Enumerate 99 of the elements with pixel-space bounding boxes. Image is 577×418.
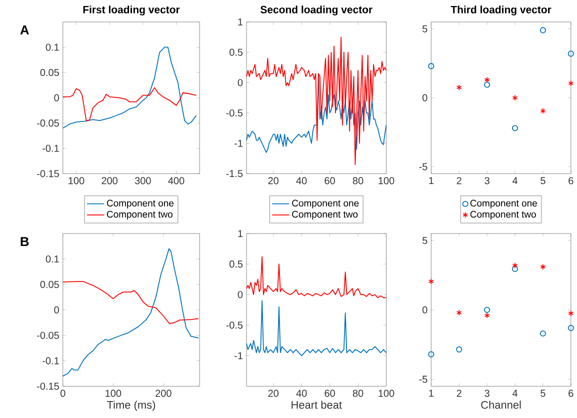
x-tick-label: 6 bbox=[568, 390, 574, 397]
x-tick-label: 400 bbox=[168, 177, 184, 184]
y-tick-label: 0 bbox=[54, 306, 59, 314]
point bbox=[484, 76, 490, 83]
x-tick-label: 4 bbox=[512, 390, 518, 397]
x-axis-title: Heart beat bbox=[292, 400, 342, 409]
x-tick-label: 4 bbox=[512, 177, 518, 184]
x-tick-label: 5 bbox=[540, 390, 546, 397]
point bbox=[484, 312, 490, 318]
legend-label: Component one bbox=[106, 200, 174, 208]
x-tick-label: 1 bbox=[429, 390, 434, 397]
x-tick-label: 20 bbox=[268, 390, 279, 397]
y-tick-label: 5 bbox=[422, 25, 428, 32]
y-tick-label: 0.1 bbox=[46, 44, 59, 51]
y-tick-label: 0 bbox=[238, 291, 243, 298]
text: A bbox=[20, 25, 29, 34]
x-tick-label: 2 bbox=[456, 177, 462, 184]
y-tick-label: 0 bbox=[422, 94, 428, 102]
y-tick-label: -0.5 bbox=[226, 322, 243, 329]
point bbox=[512, 125, 518, 132]
point bbox=[512, 262, 518, 268]
point bbox=[540, 330, 546, 336]
point bbox=[428, 62, 434, 70]
x-tick-label: 100 bbox=[106, 390, 122, 397]
x-tick-label: 60 bbox=[324, 390, 335, 397]
y-tick-label: -0.5 bbox=[226, 109, 243, 116]
y-tick-label: -0.15 bbox=[37, 170, 59, 178]
y-tick-label: 0 bbox=[54, 94, 59, 102]
y-tick-label: 0.05 bbox=[40, 280, 59, 288]
point bbox=[540, 27, 546, 34]
point bbox=[484, 306, 490, 313]
y-tick-label: -0.1 bbox=[42, 357, 59, 364]
point bbox=[428, 351, 434, 358]
legend-label: Component two bbox=[470, 210, 536, 220]
x-tick-label: 40 bbox=[296, 390, 307, 397]
line-series bbox=[62, 46, 197, 128]
line-series bbox=[62, 280, 200, 324]
point bbox=[484, 82, 490, 88]
y-tick-label: 0.5 bbox=[230, 48, 243, 56]
line-series bbox=[62, 248, 200, 376]
y-tick-label: 0.5 bbox=[230, 260, 243, 268]
legend-label: Component two bbox=[292, 210, 358, 220]
y-tick-label: -0.05 bbox=[37, 119, 59, 127]
point bbox=[512, 94, 518, 101]
line-series bbox=[246, 300, 387, 356]
chart-title: First loading vector bbox=[83, 6, 180, 16]
x-axis-title: Channel bbox=[481, 400, 521, 409]
point bbox=[512, 266, 518, 272]
x-tick-label: 200 bbox=[102, 177, 118, 184]
point bbox=[540, 108, 546, 114]
x-tick-label: 300 bbox=[134, 177, 151, 184]
x-tick-label: 20 bbox=[268, 177, 279, 184]
y-tick-label: -0.1 bbox=[42, 144, 59, 152]
point bbox=[568, 310, 574, 316]
legend-label: Component two bbox=[106, 210, 172, 220]
y-tick-label: 0 bbox=[422, 306, 428, 314]
chart-title: Second loading vector bbox=[260, 6, 372, 16]
line-series bbox=[62, 87, 197, 121]
x-tick-label: 100 bbox=[378, 177, 394, 184]
x-tick-label: 1 bbox=[429, 177, 434, 184]
x-tick-label: 3 bbox=[484, 177, 490, 184]
x-axis-title: Time (ms) bbox=[107, 400, 156, 411]
text: B bbox=[20, 236, 29, 246]
y-tick-label: 1 bbox=[238, 18, 243, 26]
x-tick-label: 200 bbox=[156, 390, 172, 397]
y-tick-label: -1 bbox=[234, 352, 243, 360]
point bbox=[456, 310, 462, 316]
y-tick-label: -1 bbox=[234, 140, 243, 147]
point bbox=[568, 80, 574, 86]
y-tick-label: 5 bbox=[422, 236, 428, 244]
point bbox=[540, 264, 546, 270]
x-tick-label: 80 bbox=[352, 390, 364, 397]
x-tick-label: 60 bbox=[324, 177, 335, 184]
y-tick-label: -0.15 bbox=[37, 382, 59, 390]
legend-label: Component one bbox=[470, 200, 537, 208]
y-tick-label: -5 bbox=[419, 376, 428, 383]
x-tick-label: 40 bbox=[296, 177, 307, 184]
point bbox=[456, 346, 462, 352]
point bbox=[568, 324, 574, 331]
x-tick-label: 5 bbox=[540, 177, 546, 184]
chart-title: Third loading vector bbox=[450, 6, 552, 16]
legend-label: Component one bbox=[292, 200, 359, 208]
y-tick-label: 1 bbox=[238, 230, 243, 237]
y-tick-label: -0.05 bbox=[37, 332, 59, 339]
point bbox=[456, 84, 462, 90]
y-tick-label: 0.1 bbox=[46, 255, 59, 262]
y-tick-label: -5 bbox=[419, 163, 428, 170]
x-tick-label: 80 bbox=[352, 177, 364, 184]
point bbox=[428, 278, 434, 284]
y-tick-label: -1.5 bbox=[226, 170, 243, 178]
y-tick-label: 0 bbox=[238, 79, 243, 86]
x-tick-label: 2 bbox=[456, 390, 462, 397]
x-tick-label: 100 bbox=[68, 177, 84, 184]
y-tick-label: 0.05 bbox=[40, 68, 59, 76]
x-tick-label: 6 bbox=[568, 177, 574, 184]
x-tick-label: 3 bbox=[484, 390, 490, 397]
x-tick-label: 0 bbox=[60, 390, 66, 397]
x-tick-label: 100 bbox=[378, 390, 394, 397]
point bbox=[568, 50, 574, 57]
